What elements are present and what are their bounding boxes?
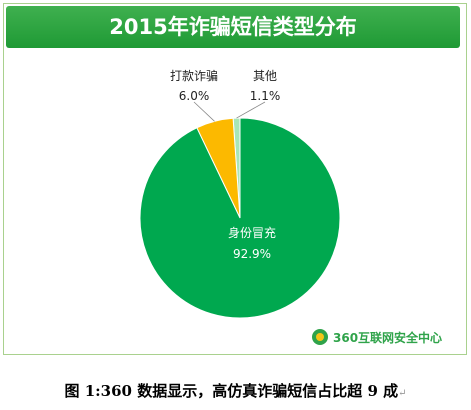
- figure-caption: 图 1:360 数据显示，高仿真诈骗短信占比超 9 成↵: [0, 380, 471, 401]
- chart-title-bar: 2015年诈骗短信类型分布: [6, 6, 460, 48]
- slice-label-1: 打款诈骗: [170, 68, 218, 83]
- logo: 360互联网安全中心: [312, 327, 442, 347]
- slice-label-2: 其他: [253, 69, 277, 83]
- slice-value-2: 1.1%: [250, 89, 281, 103]
- leader-line-2: [236, 101, 266, 119]
- slice-value-0: 92.9%: [233, 247, 271, 261]
- logo-text: 360互联网安全中心: [333, 330, 443, 345]
- leader-line-1: [193, 101, 215, 122]
- caption-text: 图 1:360 数据显示，高仿真诈骗短信占比超 9 成: [64, 382, 399, 400]
- pie-chart: 身份冒充 92.9% 打款诈骗 6.0% 其他 1.1%: [139, 68, 341, 319]
- caption-mark: ↵: [398, 388, 407, 399]
- slice-label-0: 身份冒充: [228, 225, 276, 240]
- chart-title: 2015年诈骗短信类型分布: [109, 15, 357, 39]
- slice-value-1: 6.0%: [179, 89, 210, 103]
- logo-icon: [312, 329, 328, 345]
- pie-slice-0: [139, 117, 341, 319]
